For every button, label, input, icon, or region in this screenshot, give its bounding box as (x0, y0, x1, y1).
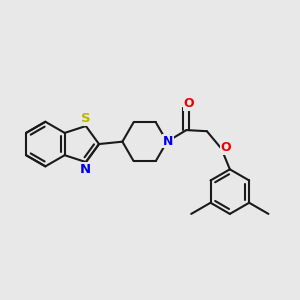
Text: N: N (163, 135, 173, 148)
Text: N: N (80, 163, 91, 176)
Text: S: S (81, 112, 91, 125)
Text: O: O (221, 141, 231, 154)
Text: O: O (183, 98, 194, 110)
